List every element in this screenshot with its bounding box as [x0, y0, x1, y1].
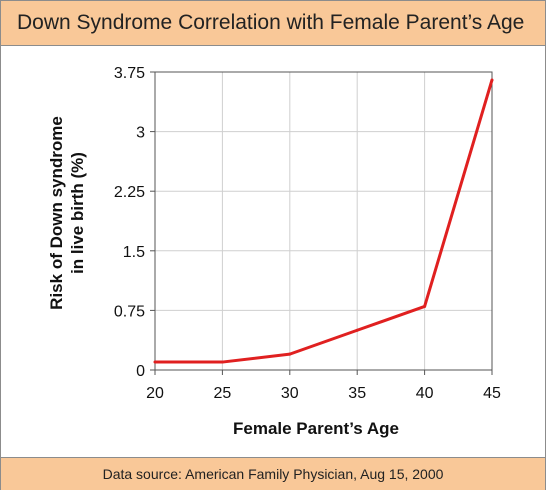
grid-lines — [154, 71, 493, 371]
data-point-1 — [220, 360, 224, 364]
x-tick-label-1: 25 — [214, 385, 232, 402]
data-points — [153, 78, 494, 364]
plot-area — [154, 71, 493, 371]
x-tick-labels: 20 25 30 35 40 45 — [146, 370, 501, 402]
y-axis-label-line1: Risk of Down syndrome — [47, 116, 66, 310]
y-tick-label-5: 3.75 — [114, 65, 145, 82]
source-bar: Data source: American Family Physician, … — [1, 457, 545, 490]
data-point-0 — [153, 360, 157, 364]
chart-title: Down Syndrome Correlation with Female Pa… — [17, 11, 525, 34]
x-tick-label-5: 45 — [483, 385, 501, 402]
y-tick-label-0: 0 — [136, 363, 145, 380]
data-point-5 — [490, 78, 494, 82]
title-bar: Down Syndrome Correlation with Female Pa… — [1, 1, 545, 46]
data-source: Data source: American Family Physician, … — [102, 466, 444, 482]
y-tick-labels: 0 0.75 1.5 2.25 3 3.75 — [114, 65, 155, 380]
x-tick-label-2: 30 — [281, 385, 299, 402]
y-tick-label-3: 2.25 — [114, 184, 145, 201]
x-tick-label-4: 40 — [416, 385, 434, 402]
x-tick-label-0: 20 — [146, 385, 164, 402]
series-line — [155, 79, 494, 364]
y-axis-label-line2: in live birth (%) — [68, 152, 87, 274]
y-tick-label-2: 1.5 — [123, 244, 145, 261]
data-point-4 — [423, 304, 427, 308]
data-point-2 — [288, 352, 292, 356]
data-point-3 — [355, 328, 359, 332]
x-tick-label-3: 35 — [348, 385, 366, 402]
x-axis-label: Female Parent’s Age — [233, 419, 399, 438]
y-tick-label-1: 0.75 — [114, 303, 145, 320]
y-tick-label-4: 3 — [136, 125, 145, 142]
